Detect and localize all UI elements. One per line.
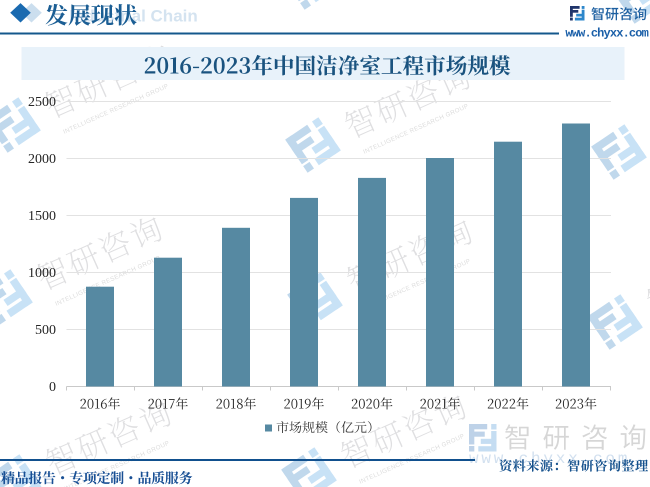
svg-text:1000: 1000 xyxy=(28,266,56,281)
svg-text:2500: 2500 xyxy=(28,95,56,110)
svg-text:500: 500 xyxy=(35,323,56,338)
svg-text:0: 0 xyxy=(49,380,56,395)
svg-text:2000: 2000 xyxy=(28,152,56,167)
svg-text:1500: 1500 xyxy=(28,209,56,224)
svg-text:www.chyxx.com: www.chyxx.com xyxy=(565,27,648,41)
